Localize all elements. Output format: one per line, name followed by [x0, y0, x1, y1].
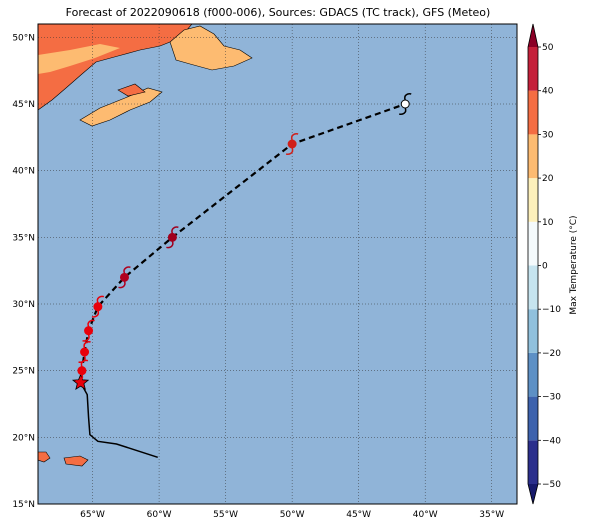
storm-arm: [78, 355, 86, 363]
storm-arm: [96, 295, 105, 303]
lat-tick-label: 50°N: [12, 33, 35, 43]
colorbar-swatch: [528, 178, 538, 222]
storm-marker: [78, 341, 91, 363]
lon-tick-label: 35°W: [479, 510, 504, 520]
lon-tick-label: 65°W: [80, 510, 105, 520]
storm-eye: [93, 302, 103, 312]
storm-arm: [290, 133, 299, 141]
storm-marker: [166, 226, 179, 249]
colorbar-tick-label: 50: [542, 43, 554, 53]
colorbar-swatch: [528, 134, 538, 179]
colorbar-tick-label: −30: [542, 393, 561, 403]
storm-arm: [404, 93, 412, 101]
lat-tick-label: 30°N: [12, 300, 35, 310]
lon-tick-label: 60°W: [147, 510, 172, 520]
storm-eye: [119, 272, 129, 282]
lat-tick-label: 35°N: [12, 233, 35, 243]
colorbar-label: Max Temperature (°C): [569, 215, 579, 314]
storm-marker: [82, 319, 95, 342]
colorbar-tick-label: 0: [542, 262, 548, 272]
storm-arm: [118, 281, 126, 289]
storm-arm: [82, 334, 90, 342]
colorbar-tick-label: −40: [542, 436, 561, 446]
storm-eye: [287, 139, 297, 149]
map-frame: [37, 23, 518, 505]
storm-arm: [285, 147, 294, 155]
lon-tick-label: 50°W: [280, 510, 305, 520]
storm-arm: [75, 374, 84, 382]
colorbar-over: [528, 24, 538, 47]
colorbar-tick-label: −10: [542, 305, 561, 315]
storm-marker: [398, 93, 412, 115]
storm-eye: [84, 326, 94, 336]
colorbar-swatch: [528, 309, 538, 353]
storm-marker: [91, 295, 105, 318]
storm-arm: [123, 266, 131, 274]
storm-eye: [77, 366, 87, 376]
storm-arm: [171, 226, 179, 234]
storm-arm: [83, 341, 91, 349]
storm-marker: [118, 266, 131, 289]
storm-eye: [80, 347, 90, 357]
colorbar-tick-label: −20: [542, 349, 561, 359]
colorbar-swatch: [528, 221, 538, 266]
colorbar-tick-label: 40: [542, 87, 554, 97]
forecast-track: [79, 102, 406, 383]
colorbar-swatch: [528, 396, 538, 441]
lon-tick-label: 55°W: [213, 510, 238, 520]
storm-marker: [285, 133, 299, 155]
storm-eye: [167, 232, 177, 242]
colorbar-swatch: [528, 90, 538, 135]
colorbar-swatch: [528, 265, 538, 310]
lat-tick-label: 45°N: [12, 100, 35, 110]
colorbar-under: [528, 484, 538, 504]
storm-arm: [87, 319, 95, 327]
lat-tick-label: 40°N: [12, 167, 35, 177]
ocean: [38, 24, 517, 504]
past-track: [79, 382, 158, 459]
colorbar-tick-label: 20: [542, 174, 554, 184]
title: Forecast of 2022090618 (f000-006), Sourc…: [66, 6, 491, 19]
current-position: [71, 373, 90, 391]
land: [38, 24, 253, 467]
colorbar-tick-label: −50: [542, 480, 561, 490]
lat-tick-label: 15°N: [12, 500, 35, 510]
lat-tick-label: 20°N: [12, 433, 35, 443]
colorbar-swatch: [528, 352, 538, 397]
colorbar-swatch: [528, 47, 538, 91]
lon-tick-label: 45°W: [346, 510, 371, 520]
storm-eye: [400, 99, 410, 109]
storm-arm: [91, 310, 100, 318]
storm-arm: [166, 241, 174, 249]
colorbar-swatch: [528, 440, 538, 484]
colorbar-tick-label: 10: [542, 218, 554, 228]
lat-tick-label: 25°N: [12, 367, 35, 377]
lon-tick-label: 40°W: [413, 510, 438, 520]
colorbar-tick-label: 30: [542, 130, 554, 140]
storm-arm: [398, 107, 407, 115]
